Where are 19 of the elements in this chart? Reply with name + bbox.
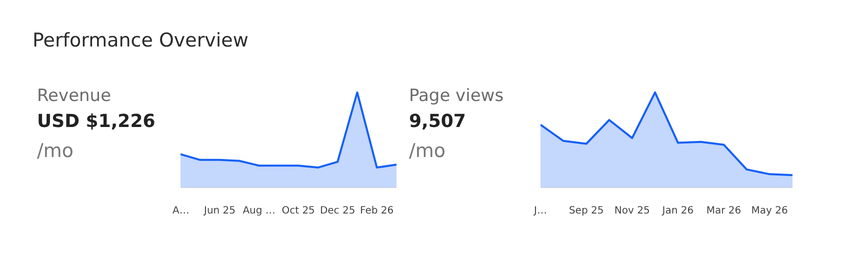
text: /mo [36,139,75,164]
x-tick-label: J… [533,206,547,216]
x-tick-label: Nov 25 [614,206,650,216]
x-tick-label: Dec 25 [320,206,356,216]
text: /mo [409,139,447,164]
x-tick-label: Sep 25 [568,206,604,216]
x-tick-label: Oct 25 [282,206,315,216]
x-tick-label: Feb 26 [360,206,394,216]
x-tick-label: Aug … [242,206,276,216]
x-tick-label: May 26 [751,206,788,216]
text: USD $1,226 [36,110,156,134]
x-tick-label: A… [172,206,190,216]
text: Performance Overview [32,30,248,52]
x-tick-label: Jan 26 [661,206,694,216]
chart-title: Page views [409,85,505,108]
x-tick-label: Mar 26 [706,206,742,216]
x-tick-label: Jun 25 [203,206,236,216]
chart-title: Revenue [36,85,112,108]
text: 9,507 [409,110,467,134]
